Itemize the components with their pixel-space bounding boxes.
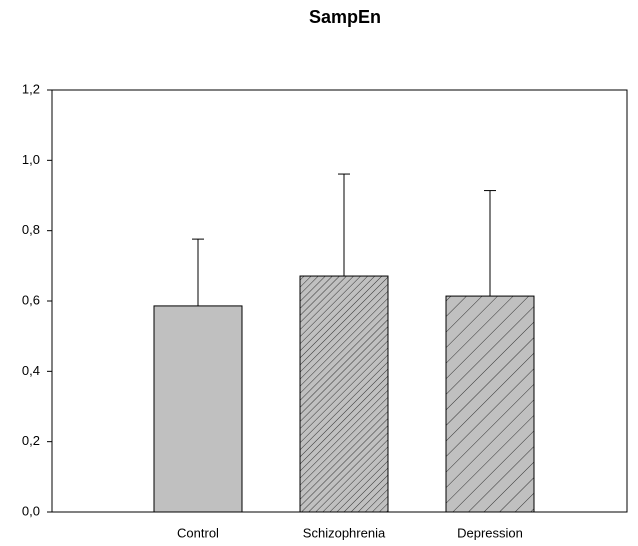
y-tick-label: 0,8: [22, 222, 40, 237]
x-tick-label: Schizophrenia: [303, 525, 386, 540]
x-tick-label: Depression: [457, 525, 523, 540]
x-tick-label: Control: [177, 525, 219, 540]
bar: [153, 305, 243, 513]
chart-title: SampEn: [309, 7, 381, 27]
y-tick-label: 0,0: [22, 503, 40, 518]
y-tick-label: 0,4: [22, 363, 40, 378]
y-tick-label: 1,0: [22, 152, 40, 167]
y-tick-label: 0,6: [22, 292, 40, 307]
y-tick-label: 0,2: [22, 433, 40, 448]
bar: [299, 275, 389, 513]
bar: [445, 295, 535, 513]
y-tick-label: 1,2: [22, 81, 40, 96]
